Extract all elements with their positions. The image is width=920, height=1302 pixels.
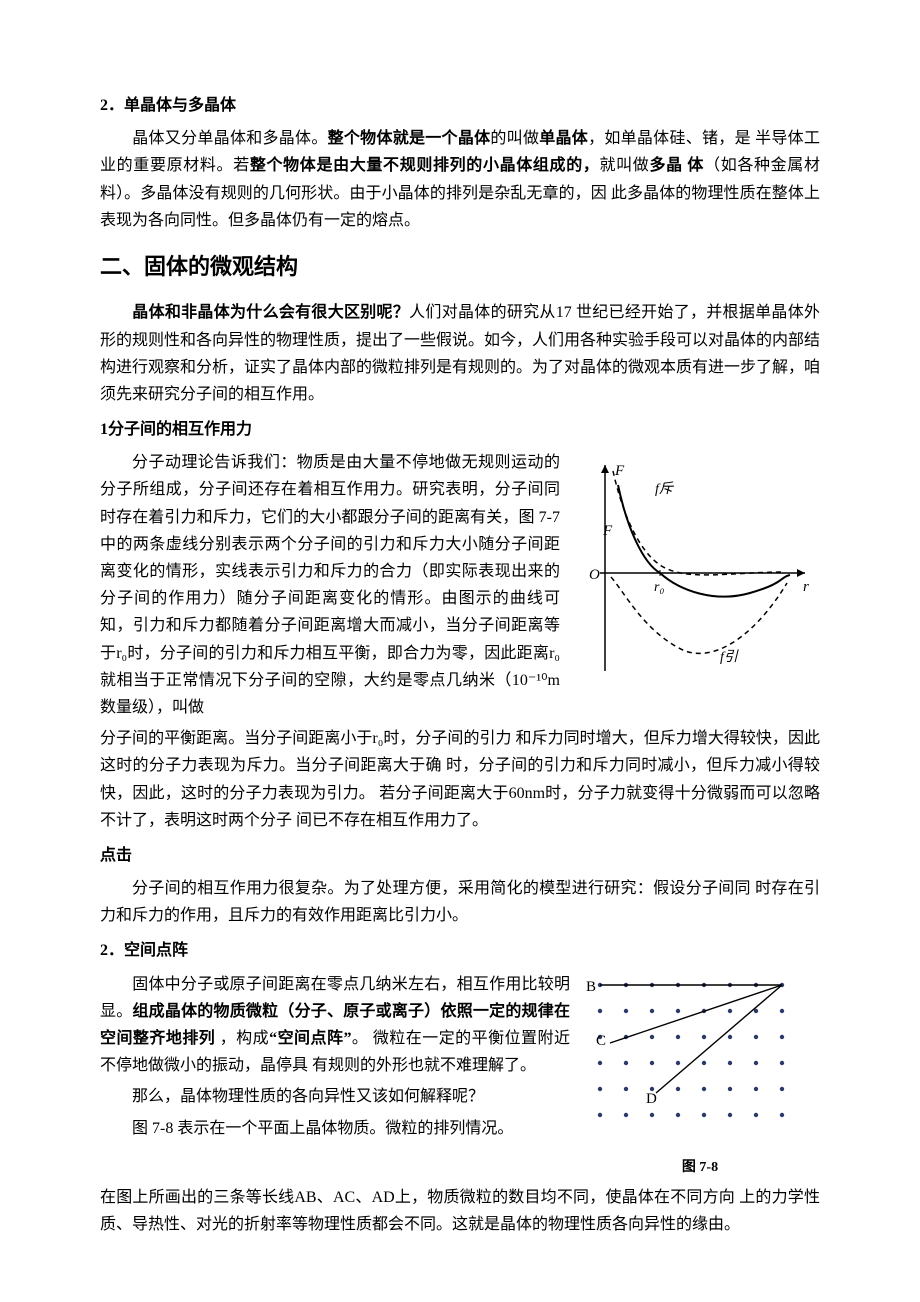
svg-text:r₀: r₀ bbox=[654, 580, 664, 595]
figure-7-8: B C D 图 7-8 bbox=[580, 975, 820, 1180]
heading-molecular-force: 1分子间的相互作用力 bbox=[100, 416, 820, 443]
svg-text:f斥: f斥 bbox=[655, 481, 675, 497]
para-dianji: 分子间的相互作用力很复杂。为了处理方便，采用简化的模型进行研究：假设分子间同 时… bbox=[100, 875, 820, 929]
para-intro: 晶体和非晶体为什么会有很大区别呢？人们对晶体的研究从17 世纪已经开始了，并根据… bbox=[100, 299, 820, 408]
heading-single-poly: 2．单晶体与多晶体 bbox=[100, 92, 820, 119]
lattice-diagram: B C D bbox=[580, 975, 820, 1145]
para-single-poly: 晶体又分单晶体和多晶体。整个物体就是一个晶体的叫做单晶体，如单晶体硅、锗，是 半… bbox=[100, 125, 820, 234]
figure-7-7: Fr Or₀ f斥 Ff引 bbox=[570, 453, 820, 692]
svg-text:F: F bbox=[614, 463, 625, 479]
force-distance-graph: Fr Or₀ f斥 Ff引 bbox=[570, 453, 820, 683]
text: 就叫做 bbox=[600, 157, 650, 174]
text-bold: 整个物体就是一个晶体 bbox=[328, 130, 491, 147]
text-bold: 晶体和非晶体为什么会有很大区别呢？ bbox=[132, 304, 409, 321]
figure-7-8-caption: 图 7-8 bbox=[580, 1156, 820, 1180]
heading-micro-structure: 二、固体的微观结构 bbox=[100, 248, 820, 285]
heading-dianji: 点击 bbox=[100, 842, 820, 869]
svg-text:C: C bbox=[596, 1033, 606, 1049]
text: 晶体又分单晶体和多晶体。 bbox=[132, 130, 328, 147]
text: ，构成 bbox=[220, 1030, 269, 1047]
text-bold: 多晶 体 bbox=[649, 157, 704, 174]
text-bold: “空间点阵” bbox=[269, 1030, 351, 1047]
svg-text:f引: f引 bbox=[720, 649, 739, 665]
text-bold: 整个物体是由大量不规则排列的小晶体组成的， bbox=[250, 157, 600, 174]
text-bold: 单晶体 bbox=[539, 130, 588, 147]
svg-text:F: F bbox=[602, 523, 613, 539]
para-lattice-4: 在图上所画出的三条等长线AB、AC、AD上，物质微粒的数目均不同，使晶体在不同方… bbox=[100, 1184, 820, 1238]
text: 的叫做 bbox=[490, 130, 539, 147]
svg-text:D: D bbox=[646, 1091, 657, 1107]
para-force-2: 分子间的平衡距离。当分子间距离小于r₀时，分子间的引力 和斥力同时增大，但斥力增… bbox=[100, 725, 820, 834]
svg-text:B: B bbox=[586, 979, 596, 995]
svg-text:r: r bbox=[803, 579, 809, 595]
svg-text:O: O bbox=[589, 567, 600, 583]
heading-lattice: 2．空间点阵 bbox=[100, 937, 820, 964]
